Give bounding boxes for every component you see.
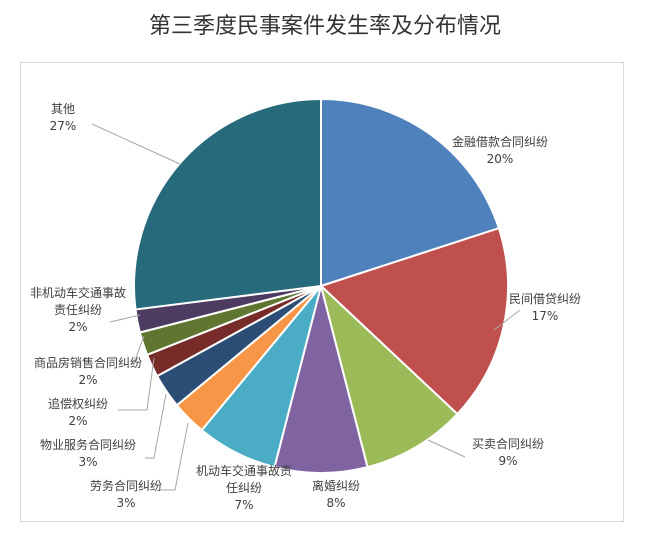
- leader-line: [91, 123, 181, 165]
- slice-percent-label: 3%: [116, 496, 135, 510]
- pie-slice: [319, 226, 509, 416]
- leader-line: [133, 335, 145, 364]
- slice-category-label: 买卖合同纠纷: [472, 436, 544, 451]
- slice-percent-label: 9%: [498, 454, 517, 468]
- slice-category-label: 民间借贷纠纷: [509, 292, 581, 306]
- slice-category-label: 物业服务合同纠纷: [40, 437, 136, 452]
- slice-category-label: 劳务合同纠纷: [90, 478, 162, 493]
- slice-percent-label: 7%: [234, 498, 253, 512]
- leader-line: [427, 439, 466, 458]
- slice-category-label: 非机动车交通事故: [30, 285, 126, 300]
- pie-slice: [319, 282, 459, 469]
- slice-category-label: 追偿权纠纷: [48, 396, 108, 411]
- slice-category-label: 商品房销售合同纠纷: [34, 355, 142, 370]
- slice-percent-label: 17%: [532, 309, 559, 323]
- chart-frame: [20, 62, 624, 522]
- leader-line: [145, 393, 167, 459]
- slice-category-label: 任纠纷: [226, 481, 262, 495]
- slice-category-label: 机动车交通事故责: [196, 463, 292, 478]
- leader-line: [493, 309, 521, 331]
- slice-category-label: 其他: [51, 102, 75, 116]
- slice-percent-label: 20%: [487, 152, 514, 166]
- slice-category-label: 责任纠纷: [54, 303, 102, 317]
- slice-category-label: 离婚纠纷: [312, 478, 360, 493]
- leader-line: [118, 357, 155, 411]
- pie-slice: [273, 285, 369, 474]
- slice-percent-label: 2%: [68, 414, 87, 428]
- leader-line: [160, 422, 189, 491]
- pie-slice: [132, 97, 322, 311]
- slice-percent-label: 27%: [50, 119, 77, 133]
- slice-percent-label: 3%: [78, 455, 97, 469]
- slice-category-label: 金融借款合同纠纷: [452, 134, 548, 149]
- slice-percent-label: 2%: [68, 320, 87, 334]
- slice-percent-label: 2%: [78, 373, 97, 387]
- chart-title: 第三季度民事案件发生率及分布情况: [148, 14, 501, 39]
- pie-slice: [320, 97, 501, 288]
- leader-line: [109, 314, 141, 323]
- slice-percent-label: 8%: [326, 496, 345, 510]
